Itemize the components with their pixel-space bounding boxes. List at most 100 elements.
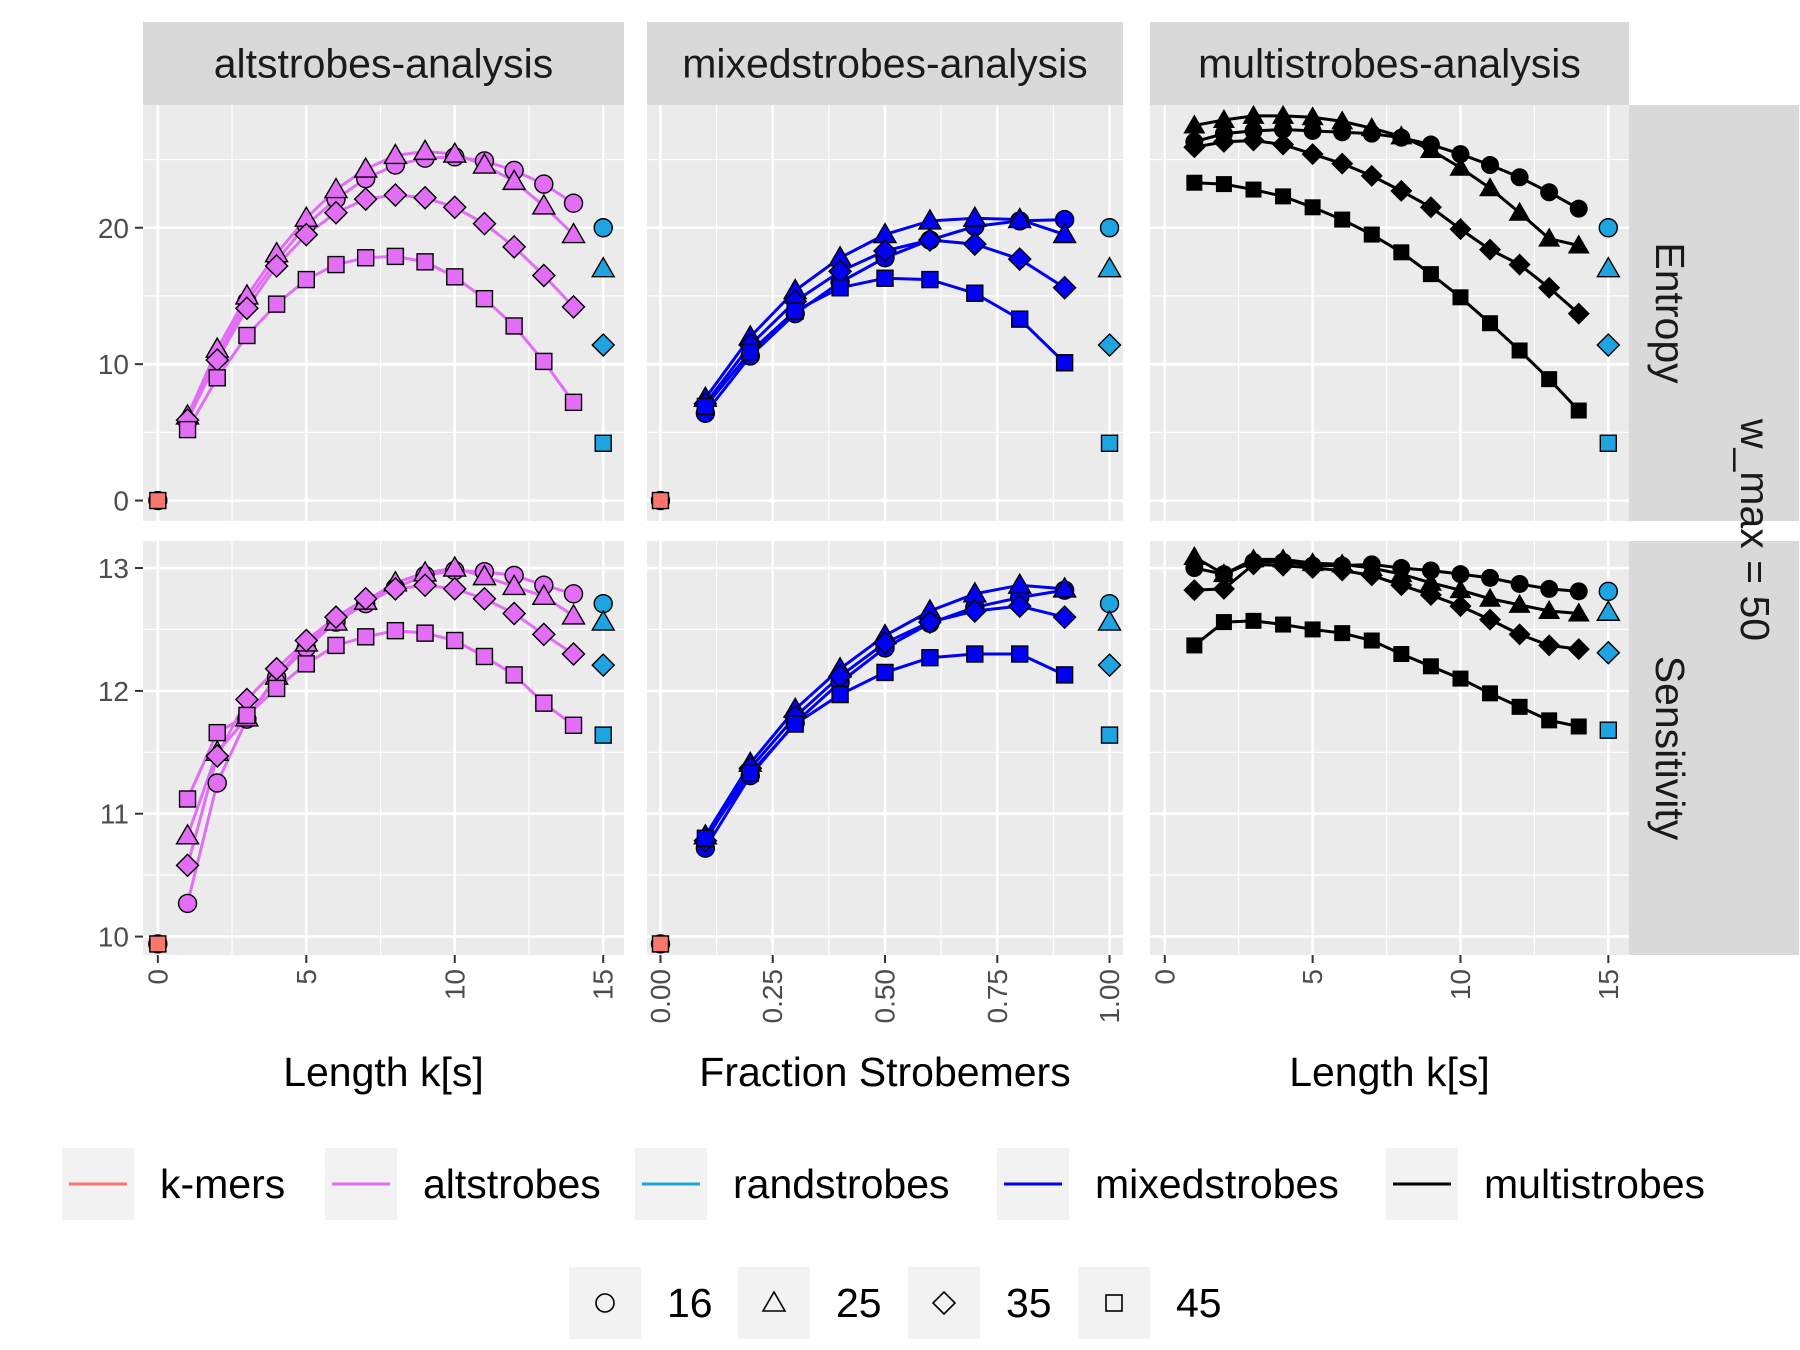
- data-point-mixedstrobes-square: [1011, 645, 1029, 663]
- data-point-multistrobes-diamond: [1538, 276, 1561, 299]
- data-point-altstrobes-square: [267, 295, 286, 313]
- data-point-multistrobes-square: [1393, 646, 1410, 663]
- data-point-k-mers-square: [651, 935, 670, 953]
- data-point-altstrobes-diamond: [442, 195, 467, 220]
- data-point-multistrobes-square: [1570, 402, 1587, 419]
- strip-labels-layer: altstrobes-analysis mixedstrobes-analysis…: [143, 22, 1799, 955]
- data-point-randstrobes-diamond: [1596, 333, 1621, 358]
- data-point-multistrobes-square: [1482, 315, 1499, 332]
- data-point-multistrobes-circle: [1510, 168, 1529, 187]
- data-point-multistrobes-diamond: [1360, 164, 1383, 187]
- x-tick-label: 10: [1445, 969, 1476, 1000]
- data-point-multistrobes-circle: [1540, 183, 1559, 202]
- data-point-altstrobes-triangle: [442, 555, 467, 577]
- data-point-altstrobes-circle: [534, 174, 554, 194]
- legend-label: 25: [836, 1280, 882, 1326]
- legend-item-shape-16: 16: [569, 1267, 713, 1339]
- data-point-altstrobes-triangle: [561, 603, 586, 625]
- data-point-k-mers-square: [149, 491, 167, 510]
- data-point-multistrobes-circle: [1274, 120, 1293, 139]
- data-point-randstrobes-triangle: [591, 609, 616, 631]
- x-tick-label: 0.00: [645, 969, 676, 1024]
- data-point-multistrobes-square: [1245, 181, 1262, 198]
- data-point-multistrobes-triangle: [1538, 600, 1561, 620]
- data-point-multistrobes-diamond: [1479, 238, 1502, 261]
- legend-shape-square: [1105, 1294, 1123, 1312]
- data-point-randstrobes-square: [594, 726, 612, 744]
- legend-label: k-mers: [160, 1161, 285, 1207]
- data-point-altstrobes-square: [238, 706, 256, 725]
- data-point-mixedstrobes-square: [741, 764, 759, 782]
- data-point-altstrobes-diamond: [561, 642, 586, 667]
- data-point-mixedstrobes-diamond: [917, 228, 942, 253]
- data-point-k-mers-square: [651, 491, 670, 510]
- data-point-mixedstrobes-diamond: [962, 599, 987, 624]
- x-tick-label: 15: [588, 969, 619, 1000]
- row-strip-title: Entropy: [1647, 242, 1693, 384]
- data-point-mixedstrobes-triangle: [1052, 576, 1077, 598]
- data-point-multistrobes-square: [1570, 718, 1587, 735]
- data-point-altstrobes-diamond: [353, 187, 378, 212]
- data-point-multistrobes-square: [1304, 199, 1321, 216]
- data-point-randstrobes-circle: [1598, 581, 1619, 602]
- data-point-altstrobes-diamond: [472, 211, 497, 236]
- data-point-altstrobes-triangle: [383, 143, 408, 165]
- data-point-multistrobes-square: [1422, 266, 1439, 283]
- strip-row-0: Entropy: [1629, 105, 1799, 521]
- data-point-altstrobes-triangle: [323, 177, 349, 199]
- x-tick-label: 0.75: [982, 969, 1013, 1024]
- facet-row-label: w_max = 50: [1732, 418, 1778, 641]
- data-point-altstrobes-diamond: [324, 605, 348, 630]
- data-point-randstrobes-triangle: [1596, 256, 1621, 278]
- data-point-multistrobes-diamond: [1301, 143, 1324, 166]
- data-point-altstrobes-square: [208, 369, 226, 387]
- data-point-multistrobes-triangle: [1449, 156, 1472, 176]
- data-point-multistrobes-triangle: [1567, 234, 1590, 254]
- data-point-altstrobes-square: [356, 249, 375, 267]
- data-point-altstrobes-diamond: [324, 200, 348, 225]
- data-point-altstrobes-diamond: [531, 263, 556, 288]
- legend-item-shape-45: 45: [1078, 1267, 1222, 1339]
- panel-r0-c1: [647, 105, 1123, 521]
- data-point-altstrobes-circle: [177, 893, 198, 914]
- data-point-altstrobes-triangle: [472, 564, 497, 586]
- data-point-mixedstrobes-square: [1055, 354, 1074, 372]
- strip-background: [1629, 541, 1799, 955]
- data-point-mixedstrobes-diamond: [1052, 605, 1077, 630]
- data-point-altstrobes-diamond: [561, 294, 586, 319]
- strip-col-1: mixedstrobes-analysis: [647, 22, 1123, 105]
- data-point-randstrobes-diamond: [1097, 653, 1122, 678]
- data-point-altstrobes-diamond: [531, 622, 556, 647]
- y-tick-label: 11: [100, 799, 129, 830]
- data-point-multistrobes-diamond: [1242, 129, 1265, 152]
- data-point-mixedstrobes-diamond: [1007, 594, 1032, 619]
- panel-background: [1150, 105, 1629, 521]
- data-point-altstrobes-square: [475, 647, 494, 666]
- data-point-altstrobes-square: [238, 326, 256, 345]
- data-point-multistrobes-circle: [1540, 579, 1559, 598]
- data-point-randstrobes-diamond: [591, 333, 616, 358]
- x-tick-label: 5: [1297, 969, 1328, 985]
- data-point-mixedstrobes-square: [786, 715, 804, 733]
- data-point-multistrobes-diamond: [1508, 623, 1531, 646]
- y-tick-label: 20: [98, 213, 129, 244]
- data-point-altstrobes-square: [327, 255, 345, 274]
- axes-layer: 0 10 20 10 11 12 13 0 5 10 15 Length k[s] 0.00 0.25 0.…: [98, 213, 1624, 1095]
- data-point-randstrobes-triangle: [1596, 599, 1621, 621]
- data-point-altstrobes-diamond: [383, 576, 408, 601]
- data-point-multistrobes-diamond: [1449, 595, 1472, 618]
- data-point-mixedstrobes-diamond: [1052, 275, 1077, 300]
- panel-background: [1150, 541, 1629, 955]
- data-point-altstrobes-circle: [563, 193, 584, 213]
- data-point-multistrobes-diamond: [1449, 218, 1472, 241]
- legend-item-mixedstrobes: mixedstrobes: [997, 1148, 1339, 1220]
- data-point-mixedstrobes-square: [921, 649, 939, 667]
- data-point-multistrobes-diamond: [1390, 179, 1413, 202]
- data-point-k-mers-square: [149, 935, 167, 953]
- data-point-altstrobes-square: [475, 289, 494, 308]
- x-axis-title: Length k[s]: [1289, 1049, 1490, 1095]
- data-point-altstrobes-square: [356, 628, 375, 646]
- strip-title: mixedstrobes-analysis: [682, 41, 1088, 87]
- data-point-altstrobes-square: [535, 352, 553, 371]
- legend: k-mers altstrobes randstrobes mixedstrobes m…: [62, 1148, 1705, 1339]
